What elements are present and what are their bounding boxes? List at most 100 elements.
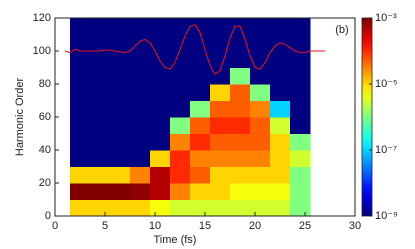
heatmap-cell	[70, 100, 91, 118]
heatmap-cell	[270, 117, 291, 134]
x-tick-label: 15	[199, 220, 211, 232]
heatmap-cell	[130, 117, 151, 134]
heatmap-cell	[170, 100, 191, 118]
heatmap-cell	[250, 67, 271, 85]
heatmap-cell	[210, 34, 231, 52]
heatmap-cell	[230, 166, 251, 184]
heatmap-cell	[150, 117, 171, 134]
heatmap-cell	[130, 34, 151, 52]
y-tick-label: 60	[39, 111, 51, 123]
heatmap-cell	[150, 84, 171, 101]
heatmap-cell	[290, 51, 311, 68]
heatmap-cell	[210, 150, 231, 167]
heatmap-cell	[70, 199, 91, 217]
x-tick-label: 20	[249, 220, 261, 232]
colorbar-tick-label: 10⁻⁷	[375, 144, 397, 156]
heatmap-cell	[190, 199, 211, 217]
heatmap-cell	[250, 18, 271, 35]
heatmap-cell	[170, 150, 191, 167]
heatmap-cell	[210, 133, 231, 151]
y-tick-label: 120	[33, 12, 51, 24]
heatmap-cell	[150, 18, 171, 35]
heatmap-cell	[290, 34, 311, 52]
x-tick-label: 5	[102, 220, 108, 232]
heatmap-cell	[110, 166, 131, 184]
heatmap-cell	[90, 183, 111, 200]
heatmap-cell	[190, 18, 211, 35]
heatmap-cell	[110, 51, 131, 68]
heatmap-cell	[270, 183, 291, 200]
heatmap-cell	[130, 199, 151, 217]
heatmap-cell	[210, 18, 231, 35]
heatmap-cell	[150, 199, 171, 217]
heatmap-cell	[90, 166, 111, 184]
heatmap-cell	[250, 117, 271, 134]
heatmap-cell	[190, 183, 211, 200]
heatmap-cell	[110, 199, 131, 217]
heatmap-cell	[130, 51, 151, 68]
heatmap-cell	[90, 199, 111, 217]
heatmap-cell	[250, 199, 271, 217]
heatmap-cell	[130, 84, 151, 101]
heatmap-cell	[210, 67, 231, 85]
heatmap-cell	[110, 67, 131, 85]
heatmap-cell	[110, 183, 131, 200]
x-tick-label: 10	[149, 220, 161, 232]
heatmap-cell	[210, 183, 231, 200]
x-tick-label: 25	[299, 220, 311, 232]
heatmap-cell	[90, 18, 111, 35]
heatmap-cell	[130, 183, 151, 200]
heatmap-cell	[150, 166, 171, 184]
heatmap-cell	[250, 133, 271, 151]
heatmap-cell	[90, 51, 111, 68]
heatmap-cell	[70, 150, 91, 167]
heatmap-cell	[270, 100, 291, 118]
heatmap-cell	[110, 117, 131, 134]
heatmap-cell	[70, 166, 91, 184]
heatmap-cell	[90, 150, 111, 167]
heatmap-cell	[90, 34, 111, 52]
heatmap-cell	[270, 166, 291, 184]
heatmap-cell	[90, 117, 111, 134]
y-tick-label: 100	[33, 45, 51, 57]
heatmap-cell	[230, 199, 251, 217]
heatmap-cell	[230, 67, 251, 85]
colorbar-tick-label: 10⁻⁹	[375, 210, 398, 222]
heatmap-cell	[250, 150, 271, 167]
heatmap-cell	[110, 34, 131, 52]
x-tick-label: 30	[349, 220, 361, 232]
heatmap-cell	[170, 34, 191, 52]
heatmap-cell	[110, 84, 131, 101]
heatmap-cell	[270, 51, 291, 68]
heatmap-cell	[110, 150, 131, 167]
heatmap-cell	[170, 133, 191, 151]
heatmap-cell	[230, 84, 251, 101]
heatmap-cell	[270, 150, 291, 167]
heatmap-cell	[270, 18, 291, 35]
heatmap-cell	[70, 18, 91, 35]
heatmap-cell	[270, 133, 291, 151]
heatmap-cell	[290, 117, 311, 134]
heatmap-cell	[230, 100, 251, 118]
heatmap-cell	[150, 34, 171, 52]
heatmap-cell	[130, 18, 151, 35]
colorbar-tick-label: 10⁻³	[375, 12, 397, 24]
heatmap-cell	[90, 67, 111, 85]
heatmap-cell	[170, 51, 191, 68]
heatmap-cell	[70, 67, 91, 85]
heatmap-cell	[170, 199, 191, 217]
heatmap-cell	[210, 84, 231, 101]
heatmap-cell	[150, 183, 171, 200]
x-tick-label: 0	[52, 220, 58, 232]
heatmap-cell	[130, 133, 151, 151]
heatmap-cell	[170, 117, 191, 134]
heatmap-cell	[70, 84, 91, 101]
heatmap-cell	[170, 67, 191, 85]
heatmap-cell	[250, 34, 271, 52]
heatmap-cell	[90, 100, 111, 118]
heatmap-cell	[250, 84, 271, 101]
heatmap-cell	[250, 166, 271, 184]
heatmap-cell	[270, 84, 291, 101]
heatmap-cell	[210, 51, 231, 68]
heatmap-cell	[70, 34, 91, 52]
